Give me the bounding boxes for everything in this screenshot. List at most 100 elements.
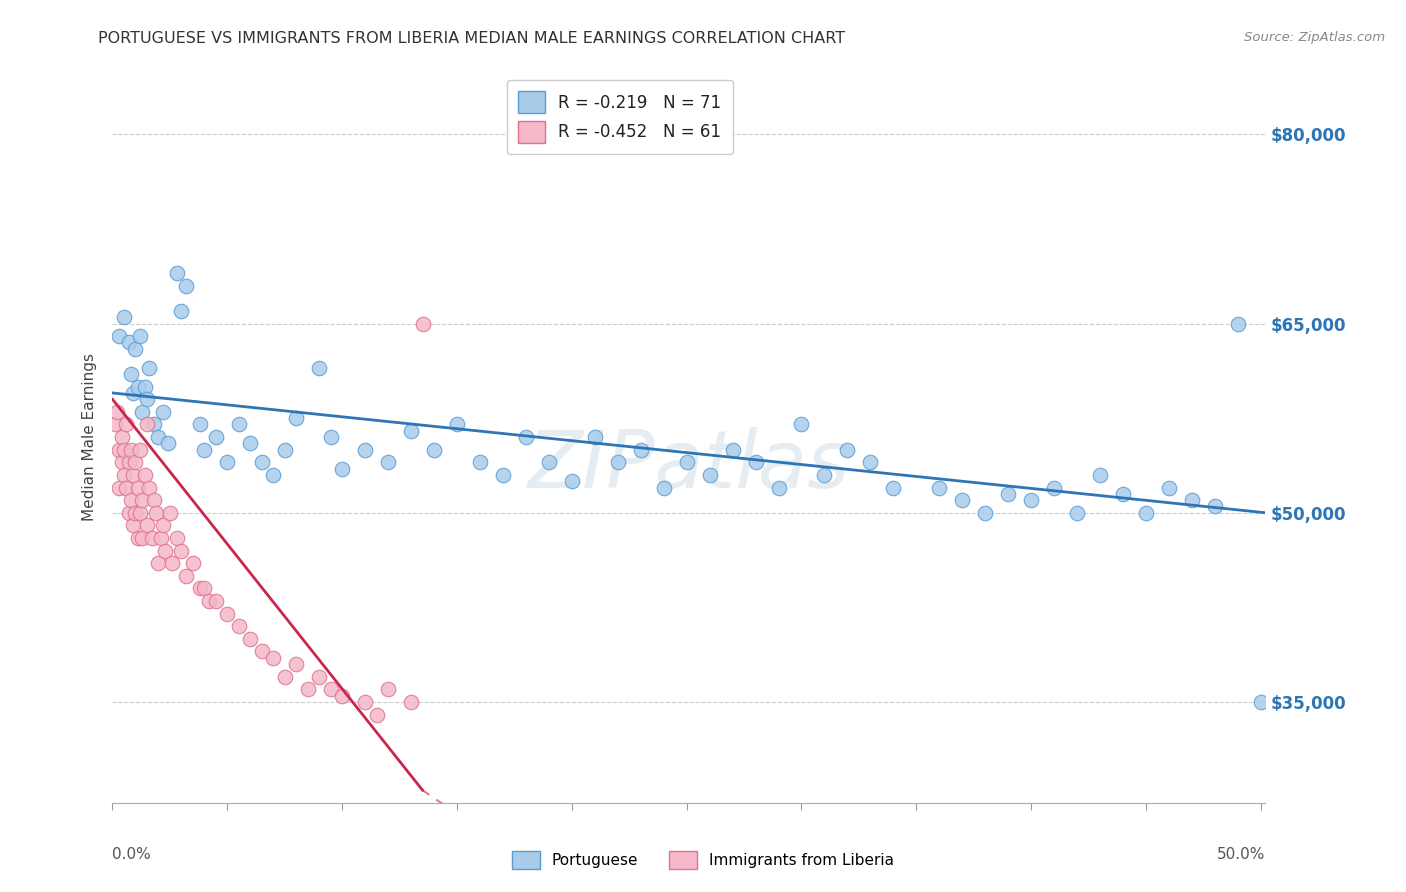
Point	[181, 556, 204, 570]
Point	[1204, 500, 1226, 514]
Text: ZIPatlas: ZIPatlas	[527, 427, 851, 506]
Point	[239, 436, 262, 450]
Point	[120, 367, 142, 381]
Point	[882, 481, 904, 495]
Point	[217, 607, 239, 621]
Point	[134, 379, 156, 393]
Legend: R = -0.219   N = 71, R = -0.452   N = 61: R = -0.219 N = 71, R = -0.452 N = 61	[506, 79, 733, 154]
Point	[134, 467, 156, 482]
Point	[193, 582, 215, 596]
Point	[1088, 467, 1111, 482]
Point	[308, 670, 330, 684]
Point	[127, 531, 149, 545]
Point	[148, 430, 170, 444]
Point	[127, 379, 149, 393]
Text: Source: ZipAtlas.com: Source: ZipAtlas.com	[1244, 31, 1385, 45]
Point	[108, 329, 131, 343]
Point	[1019, 493, 1042, 508]
Point	[285, 411, 308, 425]
Point	[131, 405, 153, 419]
Point	[188, 417, 211, 432]
Point	[262, 467, 284, 482]
Point	[274, 670, 297, 684]
Point	[319, 682, 342, 697]
Point	[142, 493, 165, 508]
Point	[319, 430, 342, 444]
Point	[108, 442, 131, 457]
Point	[721, 442, 744, 457]
Text: 50.0%: 50.0%	[1218, 847, 1265, 862]
Point	[1066, 506, 1088, 520]
Point	[813, 467, 835, 482]
Point	[354, 442, 377, 457]
Point	[399, 695, 422, 709]
Text: PORTUGUESE VS IMMIGRANTS FROM LIBERIA MEDIAN MALE EARNINGS CORRELATION CHART: PORTUGUESE VS IMMIGRANTS FROM LIBERIA ME…	[98, 31, 845, 46]
Point	[156, 436, 179, 450]
Point	[131, 493, 153, 508]
Point	[1181, 493, 1204, 508]
Point	[423, 442, 446, 457]
Point	[117, 455, 139, 469]
Point	[330, 461, 353, 475]
Point	[217, 455, 239, 469]
Point	[675, 455, 697, 469]
Point	[377, 682, 399, 697]
Point	[131, 531, 153, 545]
Point	[122, 518, 145, 533]
Point	[239, 632, 262, 646]
Point	[129, 329, 152, 343]
Point	[354, 695, 377, 709]
Point	[155, 543, 177, 558]
Point	[138, 360, 160, 375]
Point	[136, 417, 159, 432]
Point	[111, 430, 134, 444]
Point	[699, 467, 721, 482]
Point	[377, 455, 399, 469]
Point	[117, 335, 139, 350]
Point	[138, 481, 160, 495]
Point	[950, 493, 973, 508]
Point	[399, 424, 422, 438]
Point	[145, 506, 167, 520]
Point	[127, 481, 149, 495]
Point	[928, 481, 950, 495]
Point	[124, 506, 146, 520]
Point	[652, 481, 675, 495]
Point	[112, 442, 135, 457]
Point	[606, 455, 628, 469]
Point	[583, 430, 606, 444]
Point	[152, 405, 174, 419]
Point	[111, 455, 134, 469]
Point	[561, 474, 583, 488]
Point	[124, 342, 146, 356]
Point	[537, 455, 560, 469]
Point	[174, 569, 197, 583]
Point	[170, 304, 193, 318]
Point	[160, 556, 183, 570]
Point	[122, 386, 145, 401]
Point	[974, 506, 997, 520]
Point	[166, 266, 188, 280]
Point	[262, 650, 284, 665]
Point	[112, 467, 135, 482]
Point	[250, 455, 273, 469]
Point	[1043, 481, 1066, 495]
Point	[285, 657, 308, 671]
Point	[136, 392, 159, 407]
Point	[205, 594, 228, 608]
Point	[274, 442, 297, 457]
Point	[744, 455, 766, 469]
Point	[141, 531, 163, 545]
Point	[136, 518, 159, 533]
Point	[115, 481, 138, 495]
Point	[108, 481, 131, 495]
Point	[129, 442, 152, 457]
Point	[122, 467, 145, 482]
Point	[124, 455, 146, 469]
Point	[228, 417, 250, 432]
Point	[768, 481, 790, 495]
Point	[1226, 317, 1249, 331]
Point	[105, 405, 128, 419]
Point	[412, 317, 434, 331]
Point	[515, 430, 537, 444]
